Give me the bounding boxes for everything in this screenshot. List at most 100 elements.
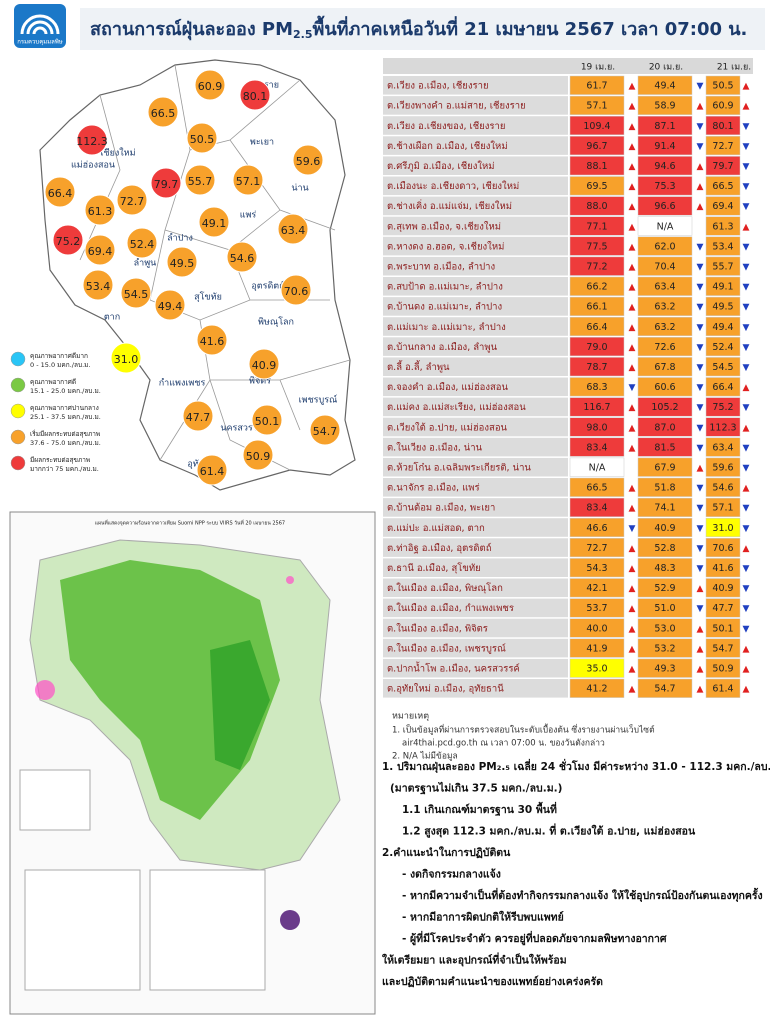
value-cell xyxy=(705,136,741,156)
trend-arrow: ▼ xyxy=(743,403,750,413)
trend-arrow: ▲ xyxy=(629,142,636,152)
trend-arrow: ▼ xyxy=(743,262,750,272)
trend-arrow: ▲ xyxy=(629,604,636,614)
pm-value: 63.2 xyxy=(654,302,675,313)
trend-arrow: ▲ xyxy=(697,584,704,594)
trend-arrow: ▼ xyxy=(743,504,750,514)
province-map xyxy=(39,59,356,491)
value-cell xyxy=(705,196,741,216)
value-cell xyxy=(569,95,625,115)
legend-label: เริ่มมีผลกระทบต่อสุขภาพ xyxy=(30,429,100,438)
trend-arrow: ▼ xyxy=(743,604,750,614)
province-name: ลำพูน xyxy=(134,258,157,269)
pm-bubble xyxy=(82,269,114,301)
pm-value: 63.4 xyxy=(281,224,306,237)
trend-arrow: ▲ xyxy=(629,262,636,272)
station-name: ต.ในเมือง อ.เมือง, เพชรบูรณ์ xyxy=(387,642,506,654)
pm-bubble xyxy=(277,213,309,245)
trend-arrow: ▲ xyxy=(743,544,750,554)
value-cell xyxy=(637,136,693,156)
value-cell xyxy=(637,256,693,276)
station-cell xyxy=(383,317,568,336)
pm-value: 57.1 xyxy=(236,175,261,188)
pm-value: 41.9 xyxy=(586,643,607,654)
pm-bubble xyxy=(196,454,228,486)
pm-value: 78.7 xyxy=(586,362,607,373)
province-name: แม่ฮ่องสอน xyxy=(71,161,115,171)
station-cell xyxy=(383,578,568,598)
trend-arrow: ▲ xyxy=(697,463,704,473)
pm-value: 66.2 xyxy=(586,282,607,293)
pm-value: 70.6 xyxy=(284,285,309,298)
note-line: 2. N/A ไม่มีข้อมูล xyxy=(392,751,458,762)
value-cell xyxy=(705,176,741,196)
trend-arrow: ▼ xyxy=(743,142,750,152)
station-cell xyxy=(383,256,568,276)
satellite-title: แผนที่แสดงจุดความร้อนจากดาวเทียม Suomi N… xyxy=(95,520,285,527)
value-cell xyxy=(637,558,693,578)
province-name: ลำปาง xyxy=(167,233,193,244)
column-header: 21 เม.ย. xyxy=(717,63,751,73)
value-cell xyxy=(569,457,625,477)
trend-arrow: ▼ xyxy=(697,443,704,453)
value-cell xyxy=(705,417,741,437)
pm-value: 49.3 xyxy=(654,663,675,674)
trend-arrow: ▼ xyxy=(697,82,704,92)
table-header-bg xyxy=(383,58,753,74)
value-cell xyxy=(705,618,741,638)
title-post: พื้นที่ภาคเหนือวันที่ 21 เมษายน 2567 เวล… xyxy=(313,15,748,40)
logo: กรมควบคุมมลพิษ xyxy=(14,4,66,48)
pm-value: 57.1 xyxy=(712,503,733,514)
legend-label: คุณภาพอากาศดี xyxy=(30,378,76,386)
pm-bubble xyxy=(116,184,148,216)
value-cell xyxy=(705,216,741,236)
pm-value: 77.5 xyxy=(586,241,607,252)
pm-value: 53.2 xyxy=(654,643,675,654)
trend-arrow: ▲ xyxy=(629,504,636,514)
value-cell xyxy=(705,95,741,115)
station-name: ต.ห้วยโก๋น อ.เฉลิมพระเกียรติ, น่าน xyxy=(387,461,531,473)
station-cell xyxy=(383,437,568,457)
trend-arrow: ▲ xyxy=(697,685,704,695)
pm-value: 54.7 xyxy=(712,643,733,654)
trend-arrow: ▲ xyxy=(743,685,750,695)
value-cell xyxy=(705,558,741,578)
pm-value: 50.9 xyxy=(246,450,271,463)
station-name: ต.พระบาท อ.เมือง, ลำปาง xyxy=(387,261,495,272)
pm-value: 49.1 xyxy=(712,282,733,293)
value-cell xyxy=(705,316,741,337)
province-name: พิจิตร xyxy=(249,376,271,387)
pm-bubble xyxy=(166,246,198,278)
province-name: อุตรดิตถ์ xyxy=(251,280,284,292)
value-cell xyxy=(569,276,625,296)
station-name: ต.ในเวียง อ.เมือง, น่าน xyxy=(387,441,483,453)
pm-value: 61.4 xyxy=(200,465,225,478)
trend-arrow: ▼ xyxy=(743,584,750,594)
pm-value: 40.9 xyxy=(654,523,675,534)
trend-arrow: ▼ xyxy=(697,484,704,494)
summary-line: - ผู้ที่มีโรคประจำตัว ควรอยู่ที่ปลอดภัยจ… xyxy=(402,930,667,946)
table: 19 เม.ย. 20 เม.ย. 21 เม.ย. ต.เวียง อ.เมือง,… xyxy=(383,58,753,698)
pm-value: 112.3 xyxy=(76,135,108,148)
pm-value: 50.9 xyxy=(712,663,733,674)
pm-value: 69.4 xyxy=(712,201,733,212)
station-cell xyxy=(383,457,568,477)
trend-arrow: ▲ xyxy=(743,644,750,654)
note-line: 1. เป็นข้อมูลที่ผ่านการตรวจสอบในระดับเบื… xyxy=(392,724,655,736)
value-cell xyxy=(637,477,693,497)
station-name: ต.เวียง อ.เชียงของ, เชียงราย xyxy=(387,120,505,132)
pm-value: 79.0 xyxy=(586,342,607,353)
pm-value: 87.1 xyxy=(654,121,675,132)
value-cell xyxy=(569,477,625,497)
title-sub: 2.5 xyxy=(293,28,313,41)
trend-arrow: ▼ xyxy=(743,343,750,353)
station-name: ต.หางดง อ.ฮอด, จ.เชียงใหม่ xyxy=(387,240,504,252)
trend-arrow: ▲ xyxy=(697,202,704,212)
pm-value: 68.3 xyxy=(586,382,607,393)
trend-arrow: ▲ xyxy=(697,624,704,634)
trend-arrow: ▼ xyxy=(743,303,750,313)
trend-arrow: ▼ xyxy=(697,363,704,373)
value-cell xyxy=(569,538,625,558)
